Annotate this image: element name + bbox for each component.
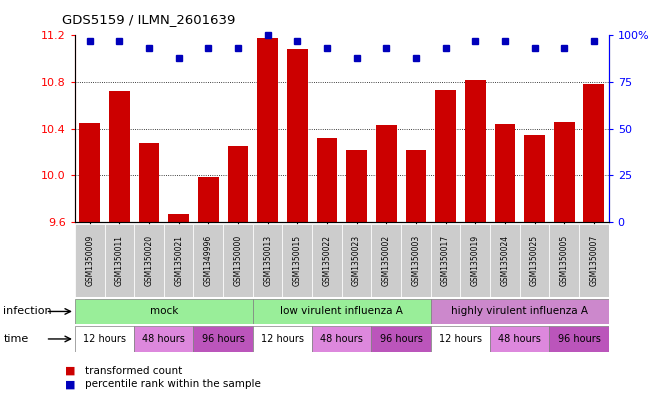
Bar [287, 50, 308, 222]
Bar [431, 224, 460, 297]
Bar [228, 146, 249, 222]
Bar [436, 90, 456, 222]
Bar [134, 224, 164, 297]
Text: 12 hours: 12 hours [83, 334, 126, 344]
Text: GSM1350025: GSM1350025 [530, 235, 539, 286]
Bar [316, 138, 337, 222]
Text: GSM1350009: GSM1350009 [85, 235, 94, 286]
Text: GSM1350013: GSM1350013 [263, 235, 272, 286]
Bar [257, 38, 278, 222]
Bar [75, 224, 105, 297]
Text: highly virulent influenza A: highly virulent influenza A [451, 307, 589, 316]
Bar [139, 143, 159, 222]
Text: 12 hours: 12 hours [439, 334, 482, 344]
Bar [342, 224, 372, 297]
Text: GSM1350000: GSM1350000 [234, 235, 242, 286]
Text: GSM1350005: GSM1350005 [560, 235, 569, 286]
Bar [431, 326, 490, 352]
Bar [105, 224, 134, 297]
Bar [490, 224, 519, 297]
Text: GDS5159 / ILMN_2601639: GDS5159 / ILMN_2601639 [62, 13, 235, 26]
Bar [372, 326, 431, 352]
Text: mock: mock [150, 307, 178, 316]
Text: GSM1349996: GSM1349996 [204, 235, 213, 286]
Bar [554, 122, 575, 222]
Bar [376, 125, 396, 222]
Text: GSM1350020: GSM1350020 [145, 235, 154, 286]
Text: GSM1350011: GSM1350011 [115, 235, 124, 286]
Text: GSM1350023: GSM1350023 [352, 235, 361, 286]
Text: 96 hours: 96 hours [558, 334, 600, 344]
Bar [312, 224, 342, 297]
Text: 48 hours: 48 hours [498, 334, 541, 344]
Text: GSM1350021: GSM1350021 [174, 235, 183, 286]
Bar [253, 224, 283, 297]
Bar [495, 124, 515, 222]
Text: transformed count: transformed count [85, 365, 182, 376]
Bar [401, 224, 431, 297]
Bar [134, 326, 193, 352]
Text: 96 hours: 96 hours [380, 334, 422, 344]
Bar [75, 299, 253, 324]
Bar [549, 224, 579, 297]
Bar [346, 150, 367, 222]
Bar [79, 123, 100, 222]
Bar [431, 299, 609, 324]
Bar [406, 150, 426, 222]
Text: 96 hours: 96 hours [202, 334, 245, 344]
Bar [168, 214, 189, 222]
Bar [460, 224, 490, 297]
Bar [223, 224, 253, 297]
Text: GSM1350017: GSM1350017 [441, 235, 450, 286]
Text: percentile rank within the sample: percentile rank within the sample [85, 379, 260, 389]
Text: ■: ■ [65, 365, 76, 376]
Bar [490, 326, 549, 352]
Bar [253, 326, 312, 352]
Bar [75, 326, 134, 352]
Text: 48 hours: 48 hours [320, 334, 363, 344]
Bar [519, 224, 549, 297]
Text: GSM1350002: GSM1350002 [381, 235, 391, 286]
Text: GSM1350003: GSM1350003 [411, 235, 421, 286]
Text: 12 hours: 12 hours [261, 334, 304, 344]
Text: 48 hours: 48 hours [143, 334, 186, 344]
Text: GSM1350019: GSM1350019 [471, 235, 480, 286]
Text: GSM1350022: GSM1350022 [322, 235, 331, 286]
Bar [372, 224, 401, 297]
Bar [198, 176, 219, 222]
Text: GSM1350007: GSM1350007 [589, 235, 598, 286]
Bar [164, 224, 193, 297]
Bar [283, 224, 312, 297]
Bar [193, 224, 223, 297]
Bar [465, 80, 486, 222]
Text: low virulent influenza A: low virulent influenza A [281, 307, 403, 316]
Bar [524, 134, 545, 222]
Text: GSM1350024: GSM1350024 [501, 235, 509, 286]
Text: ■: ■ [65, 379, 76, 389]
Text: infection: infection [3, 307, 52, 316]
Bar [549, 326, 609, 352]
Text: time: time [3, 334, 29, 344]
Text: GSM1350015: GSM1350015 [293, 235, 302, 286]
Bar [583, 84, 604, 222]
Bar [193, 326, 253, 352]
Bar [579, 224, 609, 297]
Bar [312, 326, 372, 352]
Bar [253, 299, 431, 324]
Bar [109, 91, 130, 222]
